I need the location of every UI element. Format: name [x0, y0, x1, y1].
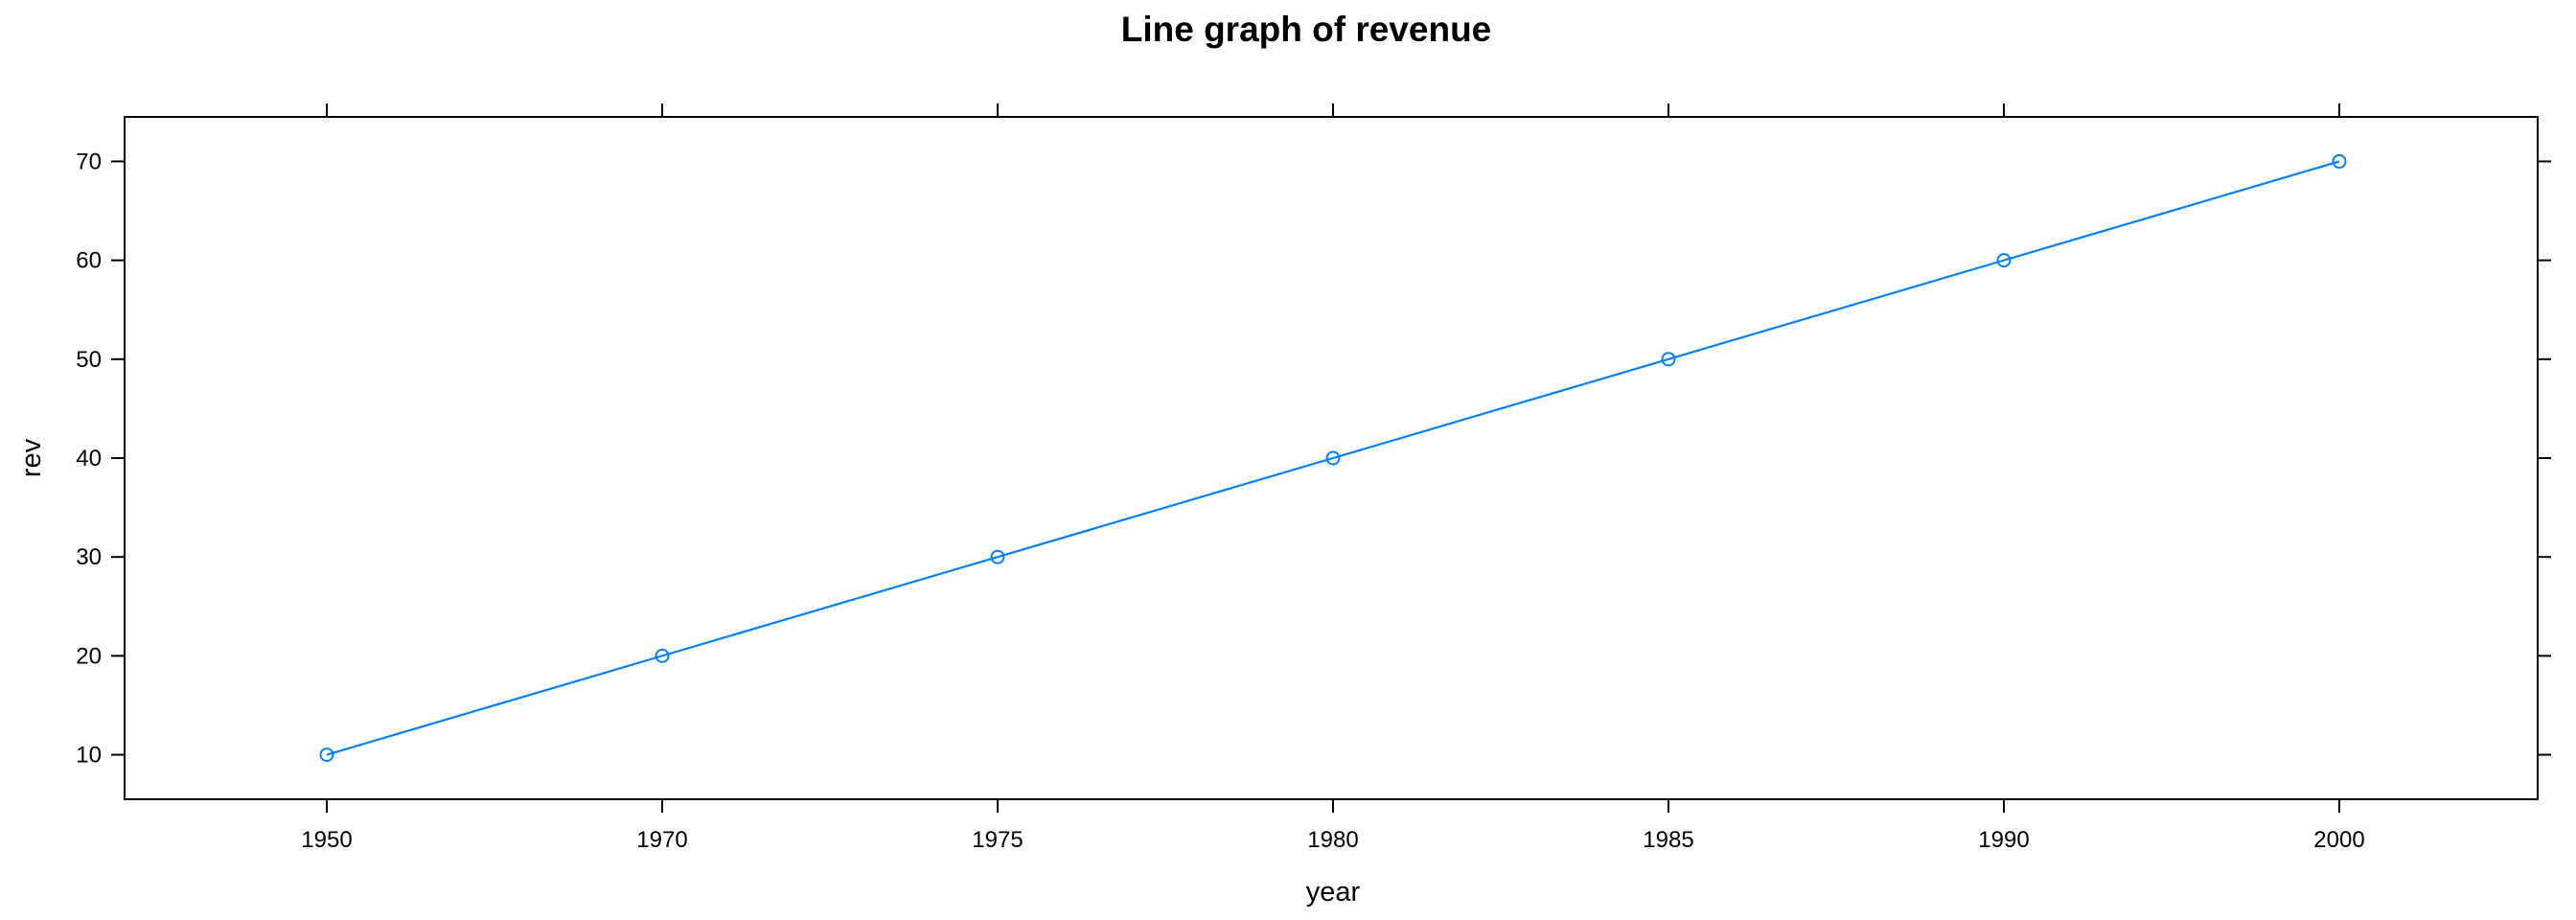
x-tick-label: 1990 — [1978, 827, 2029, 853]
series-line — [326, 160, 2340, 756]
x-axis-title: year — [1306, 877, 1361, 908]
y-tick-label: 20 — [76, 643, 102, 669]
x-axis: 1950 1970 1975 1980 1985 1990 2000 — [301, 104, 2365, 853]
series-revenue — [319, 153, 2347, 763]
y-axis: 10 20 30 40 50 60 70 — [76, 149, 2551, 769]
data-point — [655, 648, 670, 663]
data-point — [1996, 253, 2012, 268]
data-point — [990, 549, 1005, 564]
x-tick-label: 1985 — [1643, 827, 1693, 853]
y-tick-label: 50 — [76, 347, 102, 373]
x-tick-label: 1980 — [1307, 827, 1358, 853]
y-tick-label: 60 — [76, 248, 102, 274]
data-point — [2332, 153, 2347, 169]
x-tick-label: 1975 — [972, 827, 1023, 853]
chart-title: Line graph of revenue — [1121, 10, 1492, 49]
y-tick-label: 30 — [76, 544, 102, 570]
y-axis-title: rev — [16, 438, 47, 477]
y-tick-label: 70 — [76, 149, 102, 174]
data-point — [1325, 450, 1341, 466]
data-point — [1661, 352, 1676, 367]
x-tick-label: 1970 — [636, 827, 687, 853]
x-tick-label: 1950 — [301, 827, 352, 853]
y-tick-label: 40 — [76, 446, 102, 472]
x-tick-label: 2000 — [2313, 827, 2364, 853]
data-point — [319, 748, 334, 763]
y-tick-label: 10 — [76, 743, 102, 769]
